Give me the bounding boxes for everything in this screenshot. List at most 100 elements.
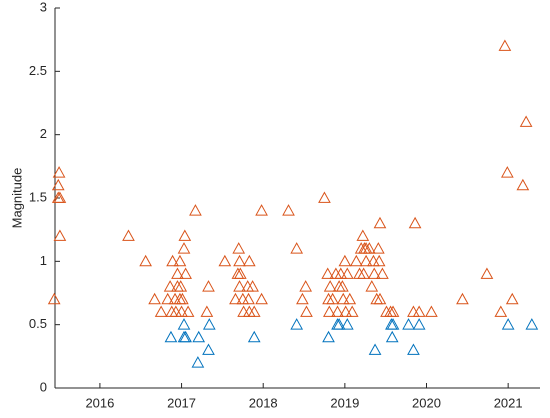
data-point <box>53 191 67 203</box>
data-point <box>148 292 161 305</box>
data-point <box>171 267 184 279</box>
data-point <box>385 330 399 343</box>
data-point <box>51 178 65 191</box>
data-point <box>246 280 259 292</box>
x-tick-label: 2019 <box>330 395 359 410</box>
data-point <box>323 280 337 292</box>
data-point <box>336 280 349 292</box>
data-point <box>165 305 179 317</box>
data-point <box>367 254 380 267</box>
data-point <box>163 280 177 292</box>
data-point <box>373 292 387 305</box>
data-point <box>290 318 304 330</box>
data-point <box>353 267 366 279</box>
x-tick-label: 2021 <box>494 395 523 410</box>
data-point <box>192 330 206 343</box>
data-point <box>359 254 373 267</box>
y-tick-label: 1 <box>40 253 47 268</box>
data-point <box>336 292 350 305</box>
data-point <box>282 204 295 216</box>
data-point <box>456 292 469 305</box>
data-point <box>154 305 168 317</box>
data-point <box>412 318 426 330</box>
data-point <box>164 330 178 343</box>
data-point <box>233 267 247 279</box>
data-point <box>338 254 352 267</box>
y-tick-label: 3 <box>40 0 47 14</box>
y-axis-label: Magnitude <box>9 168 24 229</box>
data-point <box>371 242 385 254</box>
data-point <box>139 254 152 267</box>
data-point <box>47 292 61 305</box>
data-point <box>181 305 195 317</box>
data-point <box>322 292 335 305</box>
data-point <box>373 216 387 229</box>
data-point <box>498 39 512 51</box>
data-point <box>365 280 379 292</box>
data-point <box>173 254 187 267</box>
data-point <box>191 356 205 368</box>
data-point <box>237 305 250 317</box>
data-point <box>202 318 216 330</box>
data-point <box>339 305 353 317</box>
data-point <box>408 216 422 229</box>
y-tick-label: 0.5 <box>29 316 47 331</box>
data-point <box>247 305 261 317</box>
data-point <box>349 254 363 267</box>
data-point <box>340 267 354 279</box>
y-tick-label: 0 <box>40 379 47 394</box>
data-point <box>345 305 359 317</box>
data-point <box>343 292 357 305</box>
data-point <box>200 305 214 317</box>
data-point <box>372 254 386 267</box>
data-point <box>494 305 508 317</box>
data-point <box>242 254 256 267</box>
data-point <box>247 330 261 343</box>
data-point <box>299 280 313 292</box>
data-point <box>407 343 420 355</box>
data-point <box>407 305 420 317</box>
data-point <box>178 229 192 241</box>
data-point <box>179 330 192 343</box>
data-point <box>166 254 179 267</box>
data-point <box>202 280 215 292</box>
data-point <box>367 267 381 279</box>
data-point <box>290 242 304 254</box>
data-point <box>356 229 370 241</box>
data-point <box>169 305 183 317</box>
data-point <box>402 318 415 330</box>
data-point <box>363 242 376 254</box>
data-point <box>368 343 382 355</box>
data-point <box>233 254 246 267</box>
data-point <box>357 267 370 279</box>
data-point <box>525 318 539 330</box>
data-point <box>376 267 389 279</box>
data-point <box>122 229 135 241</box>
data-point <box>242 292 255 305</box>
data-point <box>500 166 514 178</box>
data-point <box>480 267 494 279</box>
data-point <box>255 204 268 216</box>
x-tick-label: 2017 <box>167 395 196 410</box>
data-point <box>174 280 188 292</box>
data-point <box>233 280 246 292</box>
y-tick-label: 1.5 <box>29 189 47 204</box>
data-point <box>322 305 336 317</box>
data-point <box>300 305 313 317</box>
data-point <box>332 318 346 330</box>
data-point <box>296 292 309 305</box>
data-point <box>326 292 339 305</box>
data-point <box>236 292 250 305</box>
data-point <box>322 330 335 343</box>
y-tick-label: 2.5 <box>29 63 47 78</box>
data-point <box>505 292 519 305</box>
y-tick-label: 2 <box>40 126 47 141</box>
x-tick-label: 2020 <box>412 395 441 410</box>
data-point <box>519 115 533 127</box>
data-point <box>202 343 215 355</box>
data-point <box>255 292 268 305</box>
data-point <box>412 305 426 317</box>
data-point <box>318 191 331 203</box>
data-point <box>161 292 175 305</box>
